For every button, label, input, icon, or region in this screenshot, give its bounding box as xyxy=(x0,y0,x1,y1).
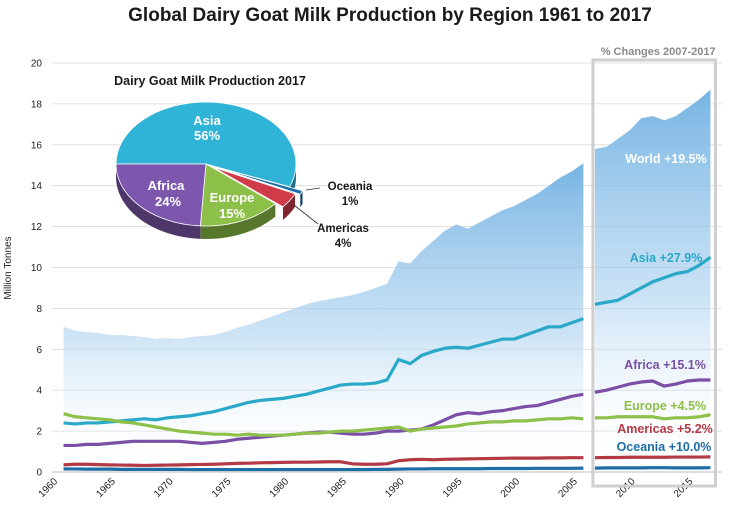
y-tick-label: 12 xyxy=(31,222,43,233)
series-line-asia xyxy=(63,317,584,426)
x-ticks: 1960 1965 1970 1975 1980 1985 1990 1995 2000 2005… xyxy=(37,476,696,500)
end-label-oceania: Oceania +10.0% xyxy=(617,440,712,454)
world-area-historic xyxy=(63,163,584,472)
pie-label-oceania: Oceania xyxy=(328,181,373,193)
y-tick-label: 2 xyxy=(36,427,42,438)
chart-title: Global Dairy Goat Milk Production by Reg… xyxy=(128,5,652,26)
series-end-labels: World +19.5% Asia +27.9% Africa +15.1% Euro… xyxy=(617,152,713,454)
y-tick-label: 0 xyxy=(36,468,42,479)
x-tick-label: 2010 xyxy=(614,476,638,500)
x-tick-label: 2015 xyxy=(672,476,696,500)
y-tick-label: 18 xyxy=(31,99,43,110)
pie-pct-africa: 24% xyxy=(155,194,181,209)
end-label-world: World +19.5% xyxy=(625,152,706,166)
x-tick-label: 1985 xyxy=(325,476,349,500)
y-axis-label: Million Tonnes xyxy=(3,236,14,299)
series-line-oceania xyxy=(63,466,584,472)
pie-title: Dairy Goat Milk Production 2017 xyxy=(114,74,306,88)
pie-slice-oceania xyxy=(218,167,304,195)
x-tick-label: 2005 xyxy=(556,476,580,500)
pie-pct-asia: 56% xyxy=(194,128,220,143)
pie-pct-oceania: 1% xyxy=(342,196,359,208)
end-label-europe: Europe +4.5% xyxy=(624,399,706,413)
x-tick-label: 2000 xyxy=(499,476,523,500)
pie-label-europe: Europe xyxy=(210,190,255,205)
pie-leader-americas xyxy=(293,204,319,225)
y-tick-label: 6 xyxy=(36,345,42,356)
x-tick-label: 1990 xyxy=(383,476,407,500)
end-label-africa: Africa +15.1% xyxy=(624,358,706,372)
y-ticks: 0 2 4 6 8 10 12 14 16 18 20 xyxy=(31,59,43,479)
x-tick-label: 1970 xyxy=(152,476,176,500)
pie-label-africa: Africa xyxy=(148,178,186,193)
series-line-asia-recent xyxy=(594,255,712,306)
end-label-asia: Asia +27.9% xyxy=(630,251,703,265)
pie-side-americas xyxy=(282,193,296,220)
series-lines xyxy=(63,255,712,472)
series-line-africa-recent xyxy=(594,378,711,394)
pie-pct-europe: 15% xyxy=(219,206,245,221)
x-tick-label: 1995 xyxy=(441,476,465,500)
y-tick-label: 20 xyxy=(31,59,43,70)
y-tick-label: 4 xyxy=(36,386,42,397)
x-tick-label: 1975 xyxy=(210,476,234,500)
pie-slice-europe xyxy=(199,163,277,227)
pie-slice-americas xyxy=(213,166,296,208)
pie-pct-americas: 4% xyxy=(335,238,352,250)
series-line-europe xyxy=(63,412,584,437)
pie-slice-africa xyxy=(115,163,207,227)
pie-slice-asia xyxy=(115,101,297,188)
pie-side-europe xyxy=(200,203,276,239)
y-tick-label: 14 xyxy=(31,181,43,192)
series-line-europe-recent xyxy=(594,413,711,421)
pie-label-americas: Americas xyxy=(317,223,369,235)
pie-leader-oceania xyxy=(305,187,321,191)
highlight-box-group: % Changes 2007-2017 xyxy=(591,46,717,488)
pie-label-asia: Asia xyxy=(193,113,221,128)
x-tick-label: 1965 xyxy=(94,476,118,500)
highlight-label: % Changes 2007-2017 xyxy=(601,46,716,58)
x-tick-label: 1960 xyxy=(37,476,61,500)
series-line-americas xyxy=(63,456,584,468)
pie-side-africa xyxy=(116,164,201,239)
y-tick-label: 8 xyxy=(36,304,42,315)
x-tick-label: 1980 xyxy=(268,476,292,500)
y-tick-label: 16 xyxy=(31,140,43,151)
y-tick-label: 10 xyxy=(31,263,43,274)
pie-side-oceania xyxy=(300,190,303,208)
series-line-americas-recent xyxy=(594,455,711,460)
highlight-box xyxy=(591,58,717,488)
end-label-americas: Americas +5.2% xyxy=(617,422,713,436)
